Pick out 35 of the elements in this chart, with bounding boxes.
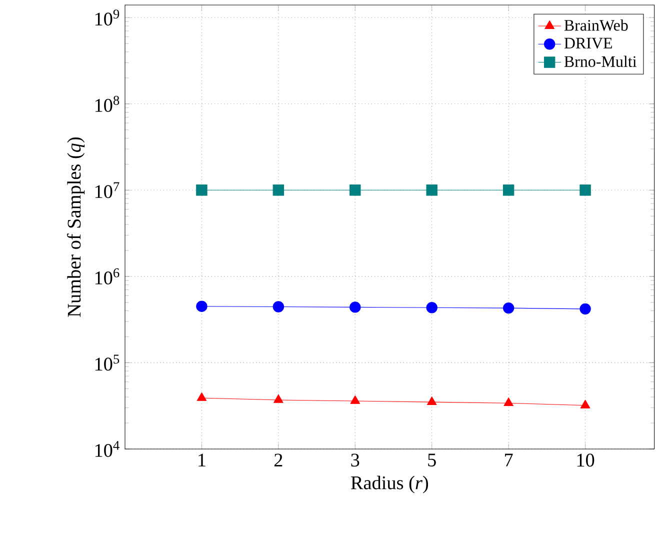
x-tick-label: 3 (351, 454, 360, 467)
y-tick-label: 10$^{7}$ (95, 182, 120, 198)
point (426, 396, 437, 405)
y-tick-label: 10$^{4}$ (95, 441, 120, 457)
point (350, 395, 360, 404)
x-tick-label: 10 (577, 454, 594, 467)
point (350, 302, 361, 313)
point (196, 184, 208, 196)
legend-label: Brno-Multi (564, 56, 636, 67)
x-tick-label: 1 (198, 454, 206, 466)
y-tick-label: 10$^{5}$ (95, 354, 120, 371)
legend-label: DRIVE (564, 38, 612, 49)
legend-label: BrainWeb (564, 19, 628, 31)
point (272, 301, 284, 312)
point (580, 303, 591, 315)
point (274, 394, 284, 403)
x-axis-title: Radius (r) (350, 476, 428, 494)
x-tick-label: 2 (274, 454, 282, 466)
y-tick-label: 10$^{9}$ (95, 10, 120, 26)
point (426, 184, 438, 196)
y-axis-title: Number of Samples (q) (67, 137, 85, 317)
point (196, 300, 208, 312)
y-tick-label: 10$^{6}$ (95, 268, 120, 284)
point (504, 398, 514, 406)
point (502, 302, 514, 314)
point (272, 184, 284, 196)
x-tick-label: 7 (505, 454, 513, 466)
x-tick-label: 5 (428, 454, 436, 466)
point (196, 392, 207, 401)
point (502, 184, 514, 196)
point (580, 400, 590, 408)
point (350, 184, 361, 196)
y-tick-label: 10$^{8}$ (95, 96, 120, 112)
point (426, 302, 438, 314)
point (580, 184, 591, 196)
